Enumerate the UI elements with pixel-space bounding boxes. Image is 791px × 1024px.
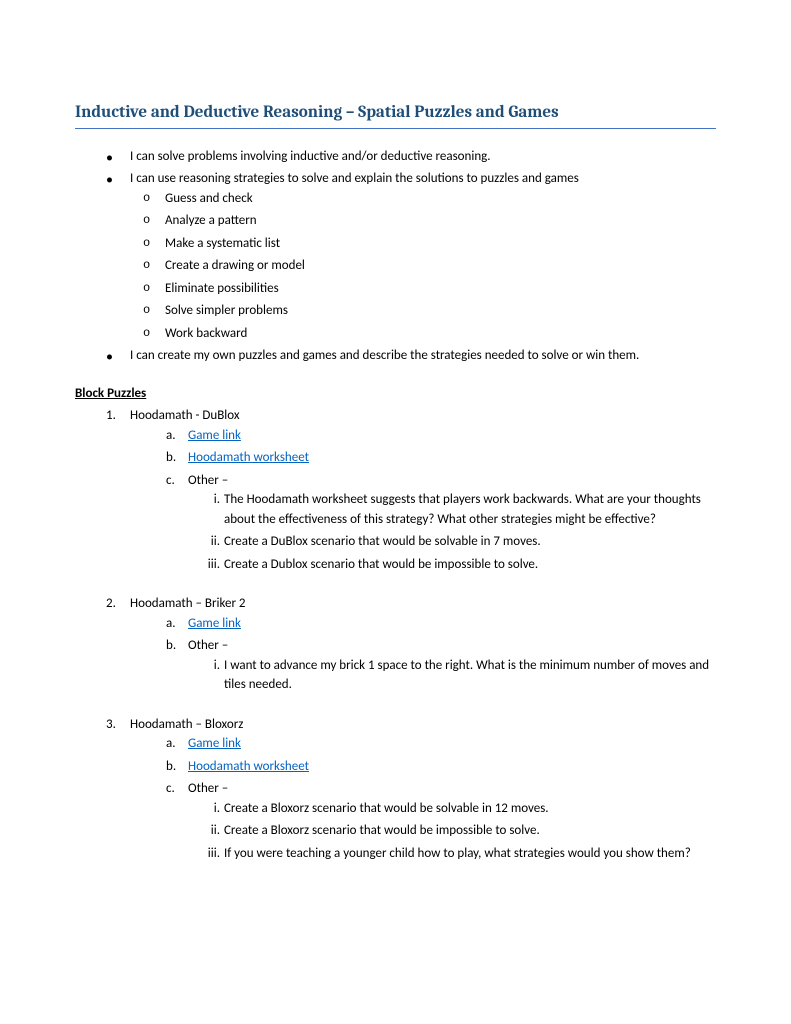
sub-list: a. Game link b. Other – i. I want to adv… xyxy=(130,614,716,695)
question-text: Create a Bloxorz scenario that would be … xyxy=(224,801,549,816)
list-number: 3. xyxy=(106,715,116,735)
worksheet-link[interactable]: Hoodamath worksheet xyxy=(188,450,309,465)
section-heading: Block Puzzles xyxy=(75,384,716,404)
objective-item: I can use reasoning strategies to solve … xyxy=(130,169,716,343)
list-number: 2. xyxy=(106,594,116,614)
sub-item: c. Other – i. The Hoodamath worksheet su… xyxy=(188,471,716,575)
strategy-item: Eliminate possibilities xyxy=(165,279,716,299)
other-label: Other – xyxy=(188,473,228,488)
roman-numeral: ii. xyxy=(198,532,220,552)
roman-numeral: iii. xyxy=(198,555,220,575)
list-letter: a. xyxy=(166,426,176,446)
sub-item: c. Other – i. Create a Bloxorz scenario … xyxy=(188,779,716,863)
strategies-list: Guess and check Analyze a pattern Make a… xyxy=(130,189,716,344)
puzzle-title: Hoodamath – Bloxorz xyxy=(130,717,243,732)
sub-item: a. Game link xyxy=(188,614,716,634)
puzzle-list: 1. Hoodamath - DuBlox a. Game link b. Ho… xyxy=(75,406,716,863)
sub-item: b. Hoodamath worksheet xyxy=(188,448,716,468)
roman-item: ii. Create a Bloxorz scenario that would… xyxy=(224,821,716,841)
roman-numeral: ii. xyxy=(198,821,220,841)
strategy-item: Solve simpler problems xyxy=(165,301,716,321)
sub-item: a. Game link xyxy=(188,734,716,754)
list-number: 1. xyxy=(106,406,116,426)
puzzle-item: 3. Hoodamath – Bloxorz a. Game link b. H… xyxy=(130,715,716,864)
objective-item: I can create my own puzzles and games an… xyxy=(130,346,716,366)
roman-list: i. I want to advance my brick 1 space to… xyxy=(188,656,716,695)
strategy-item: Create a drawing or model xyxy=(165,256,716,276)
puzzle-item: 2. Hoodamath – Briker 2 a. Game link b. … xyxy=(130,594,716,695)
question-text: The Hoodamath worksheet suggests that pl… xyxy=(224,492,701,527)
list-letter: c. xyxy=(166,471,175,491)
roman-item: iii. Create a Dublox scenario that would… xyxy=(224,555,716,575)
question-text: Create a DuBlox scenario that would be s… xyxy=(224,534,541,549)
puzzle-item: 1. Hoodamath - DuBlox a. Game link b. Ho… xyxy=(130,406,716,574)
sub-list: a. Game link b. Hoodamath worksheet c. O… xyxy=(130,734,716,863)
roman-item: ii. Create a DuBlox scenario that would … xyxy=(224,532,716,552)
roman-numeral: i. xyxy=(198,799,220,819)
game-link[interactable]: Game link xyxy=(188,428,241,443)
strategy-item: Work backward xyxy=(165,324,716,344)
sub-item: a. Game link xyxy=(188,426,716,446)
strategy-item: Analyze a pattern xyxy=(165,211,716,231)
strategy-item: Make a systematic list xyxy=(165,234,716,254)
sub-list: a. Game link b. Hoodamath worksheet c. O… xyxy=(130,426,716,575)
puzzle-title: Hoodamath – Briker 2 xyxy=(130,596,246,611)
roman-numeral: i. xyxy=(198,490,220,510)
question-text: Create a Dublox scenario that would be i… xyxy=(224,557,538,572)
game-link[interactable]: Game link xyxy=(188,736,241,751)
page-title: Inductive and Deductive Reasoning – Spat… xyxy=(75,100,716,129)
list-letter: a. xyxy=(166,734,176,754)
sub-item: b. Hoodamath worksheet xyxy=(188,757,716,777)
question-text: If you were teaching a younger child how… xyxy=(224,846,691,861)
list-letter: c. xyxy=(166,779,175,799)
worksheet-link[interactable]: Hoodamath worksheet xyxy=(188,759,309,774)
list-letter: a. xyxy=(166,614,176,634)
roman-item: iii. If you were teaching a younger chil… xyxy=(224,844,716,864)
roman-item: i. Create a Bloxorz scenario that would … xyxy=(224,799,716,819)
objectives-list: I can solve problems involving inductive… xyxy=(75,147,716,366)
list-letter: b. xyxy=(166,636,176,656)
roman-numeral: i. xyxy=(198,656,220,676)
other-label: Other – xyxy=(188,781,228,796)
list-letter: b. xyxy=(166,448,176,468)
puzzle-title: Hoodamath - DuBlox xyxy=(130,408,240,423)
roman-numeral: iii. xyxy=(198,844,220,864)
question-text: Create a Bloxorz scenario that would be … xyxy=(224,823,540,838)
roman-list: i. Create a Bloxorz scenario that would … xyxy=(188,799,716,864)
strategy-item: Guess and check xyxy=(165,189,716,209)
other-label: Other – xyxy=(188,638,228,653)
game-link[interactable]: Game link xyxy=(188,616,241,631)
list-letter: b. xyxy=(166,757,176,777)
objective-text: I can use reasoning strategies to solve … xyxy=(130,171,579,186)
roman-item: i. I want to advance my brick 1 space to… xyxy=(224,656,716,695)
roman-list: i. The Hoodamath worksheet suggests that… xyxy=(188,490,716,574)
sub-item: b. Other – i. I want to advance my brick… xyxy=(188,636,716,695)
question-text: I want to advance my brick 1 space to th… xyxy=(224,658,709,693)
roman-item: i. The Hoodamath worksheet suggests that… xyxy=(224,490,716,529)
objective-item: I can solve problems involving inductive… xyxy=(130,147,716,167)
